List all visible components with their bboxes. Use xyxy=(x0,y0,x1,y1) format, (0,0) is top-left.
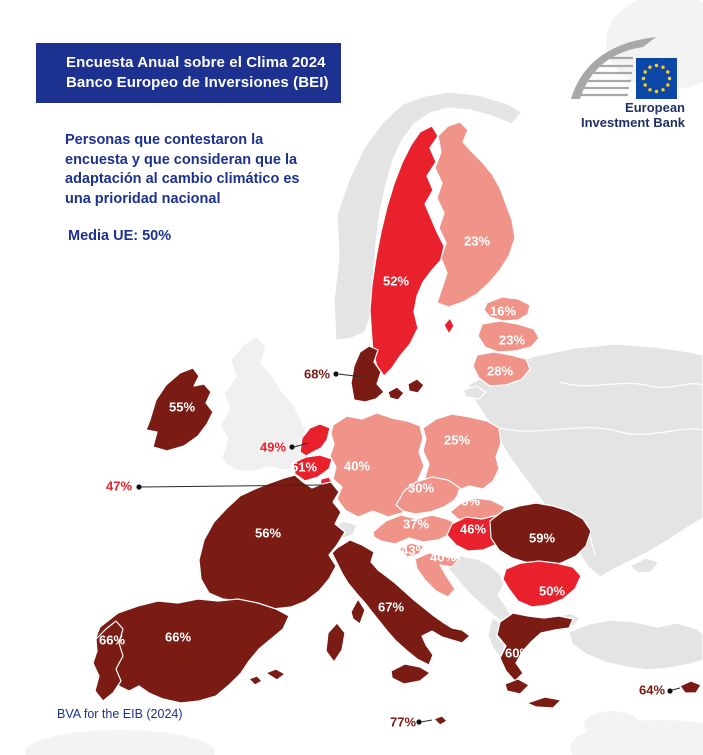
country-italy xyxy=(331,539,471,666)
border-line xyxy=(559,381,703,388)
country-malta xyxy=(433,715,448,726)
title-line-1: Encuesta Anual sobre el Clima 2024 xyxy=(66,54,326,71)
watermark-blob xyxy=(25,730,215,755)
country-poland xyxy=(422,413,502,492)
country-spain-balearics xyxy=(265,668,286,681)
country-spain-ibiza xyxy=(248,675,263,686)
country-denmark xyxy=(350,345,385,403)
country-austria xyxy=(372,514,458,545)
title-box: Encuesta Anual sobre el Clima 2024 Banco… xyxy=(36,43,341,103)
region-crimea xyxy=(628,557,661,574)
country-finland xyxy=(434,121,516,308)
country-sweden xyxy=(369,125,445,377)
eib-swoosh-icon xyxy=(571,37,656,99)
leader-line-cyprus xyxy=(671,687,681,691)
country-czechia xyxy=(395,476,461,515)
watermark-blob xyxy=(606,0,703,90)
country-denmark-funen xyxy=(387,386,405,401)
country-netherlands xyxy=(299,423,331,457)
country-croatia xyxy=(414,552,460,598)
country-latvia xyxy=(477,320,540,353)
country-denmark-zealand xyxy=(407,378,425,394)
country-italy-sicily xyxy=(390,663,431,685)
leader-line-netherlands xyxy=(293,442,309,448)
source-credit: BVA for the EIB (2024) xyxy=(57,707,183,721)
country-greece-crete xyxy=(526,696,562,709)
country-ireland xyxy=(145,367,214,452)
country-italy-sardinia xyxy=(325,622,346,663)
survey-question-text: Personas que contestaron la encuesta y q… xyxy=(65,132,300,207)
eu-flag-stars xyxy=(641,63,672,94)
country-slovenia xyxy=(398,542,425,558)
country-cyprus xyxy=(679,680,702,694)
leader-line-malta xyxy=(420,719,433,723)
eib-logo-line-2: Investment Bank xyxy=(580,114,685,130)
region-kaliningrad xyxy=(462,385,487,400)
eib-swoosh-lines xyxy=(577,56,633,97)
region-east-europe xyxy=(467,343,703,578)
country-sweden-gotland xyxy=(443,317,455,335)
leader-dot-cyprus xyxy=(667,688,673,694)
leader-dot-luxembourg xyxy=(136,484,142,490)
country-spain xyxy=(95,598,290,704)
country-romania xyxy=(489,502,592,567)
country-estonia xyxy=(483,296,531,322)
leader-line-denmark xyxy=(338,373,363,378)
region-turkey xyxy=(568,619,703,671)
border-line xyxy=(499,427,703,435)
watermark-blob xyxy=(584,711,640,739)
leader-dot-netherlands xyxy=(289,444,295,450)
title-line-2: Banco Europeo de Inversiones (BEI) xyxy=(66,74,329,91)
eib-logo xyxy=(571,37,677,99)
region-united-kingdom xyxy=(219,335,312,473)
country-lithuania xyxy=(472,351,531,387)
border-line xyxy=(584,519,597,557)
eu-average-text: Media UE: 50% xyxy=(68,228,172,244)
country-belgium xyxy=(292,454,333,482)
region-west-balkans xyxy=(446,555,512,623)
leader-line-luxembourg xyxy=(140,484,323,488)
country-portugal xyxy=(92,620,124,702)
country-bulgaria xyxy=(502,560,582,608)
country-france xyxy=(198,474,346,610)
eib-logo-line-1: European xyxy=(625,100,685,115)
leader-dot-denmark xyxy=(333,371,339,377)
country-greece-peloponnese xyxy=(504,678,530,695)
eib-logo-wordmark: European Investment Bank xyxy=(580,100,685,130)
country-france-corsica xyxy=(350,598,366,625)
leader-dot-malta xyxy=(416,719,422,725)
country-greece xyxy=(496,612,574,682)
